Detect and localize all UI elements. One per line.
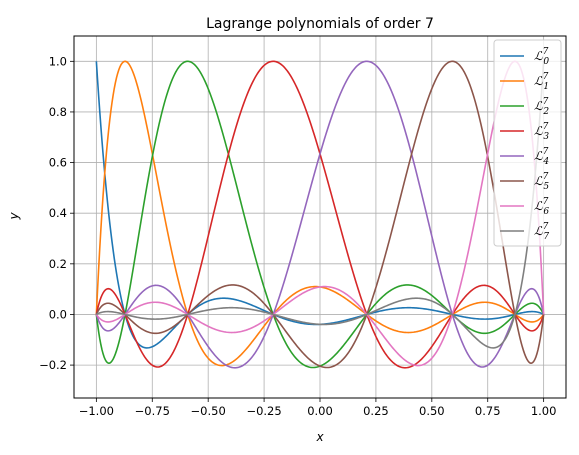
x-axis-ticks: −1.00 −0.75 −0.50 −0.25 0.00 0.25 0.50 0.75 1.00 bbox=[79, 398, 557, 418]
chart-title: Lagrange polynomials of order 7 bbox=[206, 16, 434, 32]
legend-label-L2: ℒ7 2 bbox=[534, 97, 549, 117]
legend: ℒ7 0 ℒ7 1 ℒ7 2 ℒ7 3 ℒ7 4 ℒ7 5 ℒ7 6 ℒ7 7 bbox=[493, 39, 562, 247]
y-tick-label: 1.0 bbox=[49, 54, 67, 68]
x-tick-label: −0.25 bbox=[246, 404, 281, 418]
y-tick-label: 0.8 bbox=[49, 105, 67, 119]
x-tick-label: 0.50 bbox=[419, 404, 445, 418]
y-tick-label: 0.6 bbox=[49, 156, 67, 170]
x-tick-label: 0.75 bbox=[475, 404, 501, 418]
x-tick-label: −1.00 bbox=[79, 404, 114, 418]
x-axis-label: x bbox=[315, 430, 324, 444]
y-tick-label: 0.0 bbox=[49, 307, 67, 321]
series-line-L5 bbox=[95, 60, 545, 369]
legend-label-L1: ℒ7 1 bbox=[534, 72, 549, 92]
legend-label-L4: ℒ7 4 bbox=[534, 147, 549, 167]
y-tick-label: 0.4 bbox=[49, 206, 67, 220]
y-tick-label: 0.2 bbox=[49, 257, 67, 271]
x-tick-label: −0.50 bbox=[191, 404, 226, 418]
series-line-L6 bbox=[95, 60, 545, 367]
x-tick-label: 0.25 bbox=[363, 404, 389, 418]
legend-label-L0: ℒ7 0 bbox=[534, 47, 549, 67]
legend-label-L7: ℒ7 7 bbox=[534, 222, 549, 242]
y-axis-ticks: −0.2 0.0 0.2 0.4 0.6 0.8 1.0 bbox=[39, 54, 74, 372]
y-tick-label: −0.2 bbox=[39, 358, 67, 372]
series-group bbox=[95, 60, 545, 369]
y-axis-label: y bbox=[7, 212, 21, 221]
legend-box bbox=[493, 39, 562, 247]
grid bbox=[74, 36, 566, 398]
legend-label-L3: ℒ7 3 bbox=[534, 122, 549, 142]
series-line-L4 bbox=[95, 60, 545, 369]
legend-label-L5: ℒ7 5 bbox=[534, 172, 549, 192]
x-tick-label: −0.75 bbox=[135, 404, 170, 418]
legend-label-L6: ℒ7 6 bbox=[534, 197, 549, 217]
x-tick-label: 0.00 bbox=[307, 404, 333, 418]
x-tick-label: 1.00 bbox=[531, 404, 557, 418]
series-line-L7 bbox=[95, 61, 545, 349]
